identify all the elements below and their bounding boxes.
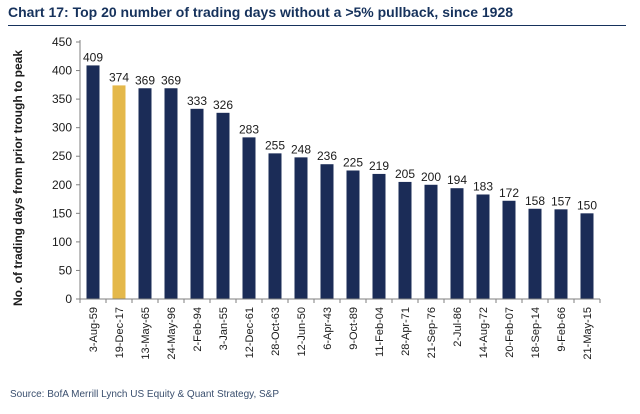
bar-value-label: 158: [525, 194, 545, 208]
y-tick-label: 50: [59, 263, 73, 277]
y-tick-label: 400: [52, 64, 72, 78]
y-axis: 0 50 100 150 200 250 300 350 400 450: [52, 35, 81, 306]
bar: [476, 194, 490, 299]
bar: [138, 88, 152, 299]
bar-value-label: 374: [109, 70, 129, 84]
x-tick-label: 3-Jan-55: [218, 307, 230, 350]
bar: [372, 173, 386, 299]
bars-group: [86, 65, 594, 299]
y-tick-label: 450: [52, 35, 72, 49]
bar: [320, 164, 334, 299]
bar: [268, 153, 282, 299]
x-tick-label: 9-Oct-89: [348, 307, 360, 350]
source-note: Source: BofA Merrill Lynch US Equity & Q…: [10, 389, 280, 400]
x-tick-label: 13-May-65: [140, 307, 152, 360]
bar-value-label: 172: [499, 186, 519, 200]
bar-value-label: 183: [473, 179, 493, 193]
bar-value-label: 369: [161, 73, 181, 87]
x-axis: 3-Aug-59 19-Dec-17 13-May-65 24-May-96 2-Feb…: [79, 298, 601, 360]
bar-value-label: 255: [265, 138, 285, 152]
y-tick-label: 300: [52, 121, 72, 135]
x-tick-label: 12-Jun-50: [296, 307, 308, 357]
bar-value-label: 194: [447, 173, 467, 187]
bar: [346, 170, 360, 299]
x-tick-label: 9-Feb-66: [556, 307, 568, 352]
bar: [242, 137, 256, 299]
x-tick-label: 12-Dec-61: [244, 307, 256, 358]
bar-value-label: 157: [551, 194, 571, 208]
y-tick-label: 100: [52, 235, 72, 249]
x-tick-label: 20-Feb-07: [504, 307, 516, 358]
bar: [112, 85, 126, 299]
y-tick-label: 200: [52, 178, 72, 192]
x-tick-label: 14-Aug-72: [478, 307, 490, 358]
bar: [554, 209, 568, 299]
bar-value-label: 150: [577, 198, 597, 212]
bar-value-label: 205: [395, 167, 415, 181]
bar: [424, 184, 438, 299]
x-tick-label: 21-Sep-76: [426, 307, 438, 358]
chart-title: Chart 17: Top 20 number of trading days …: [8, 4, 514, 20]
bar: [398, 181, 412, 299]
bar: [580, 213, 594, 299]
bar-value-label: 326: [213, 98, 233, 112]
value-labels-group: 409 374 369 369 333 326 283 255 248 236 225 219 205 2…: [83, 50, 597, 212]
x-tick-label: 19-Dec-17: [114, 307, 126, 358]
bar-value-label: 236: [317, 149, 337, 163]
bar: [528, 208, 542, 299]
y-tick-label: 150: [52, 206, 72, 220]
bar-value-label: 219: [369, 159, 389, 173]
bar-value-label: 333: [187, 94, 207, 108]
x-tick-label: 18-Sep-14: [530, 307, 542, 358]
bar: [216, 112, 230, 299]
x-tick-label: 11-Feb-04: [374, 307, 386, 357]
bar: [502, 200, 516, 299]
bar: [164, 88, 178, 299]
bar-value-label: 225: [343, 156, 363, 170]
x-tick-label: 28-Oct-63: [270, 307, 282, 356]
bar: [86, 65, 100, 299]
bar-value-label: 409: [83, 50, 103, 64]
bar-value-label: 248: [291, 142, 311, 156]
x-tick-label: 28-Apr-71: [400, 307, 412, 356]
y-tick-label: 0: [65, 292, 72, 306]
y-axis-title: No. of trading days from prior trough to…: [11, 50, 25, 306]
x-tick-label: 3-Aug-59: [88, 307, 100, 352]
bar-value-label: 200: [421, 170, 441, 184]
x-tick-label: 2-Jul-86: [452, 307, 464, 347]
title-divider: [8, 25, 626, 26]
bar-value-label: 369: [135, 73, 155, 87]
bar: [450, 188, 464, 299]
y-tick-label: 250: [52, 149, 72, 163]
x-tick-label: 6-Apr-43: [322, 307, 334, 350]
y-tick-label: 350: [52, 92, 72, 106]
bar: [190, 108, 204, 299]
x-tick-label: 24-May-96: [166, 307, 178, 360]
x-tick-label: 21-May-15: [582, 307, 594, 360]
bar: [294, 157, 308, 299]
bar-value-label: 283: [239, 122, 259, 136]
x-tick-label: 2-Feb-94: [192, 307, 204, 352]
